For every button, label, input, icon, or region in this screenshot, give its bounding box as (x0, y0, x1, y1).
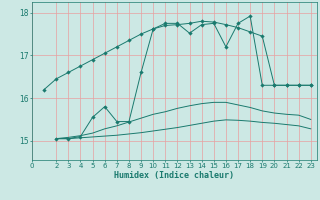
X-axis label: Humidex (Indice chaleur): Humidex (Indice chaleur) (115, 171, 234, 180)
